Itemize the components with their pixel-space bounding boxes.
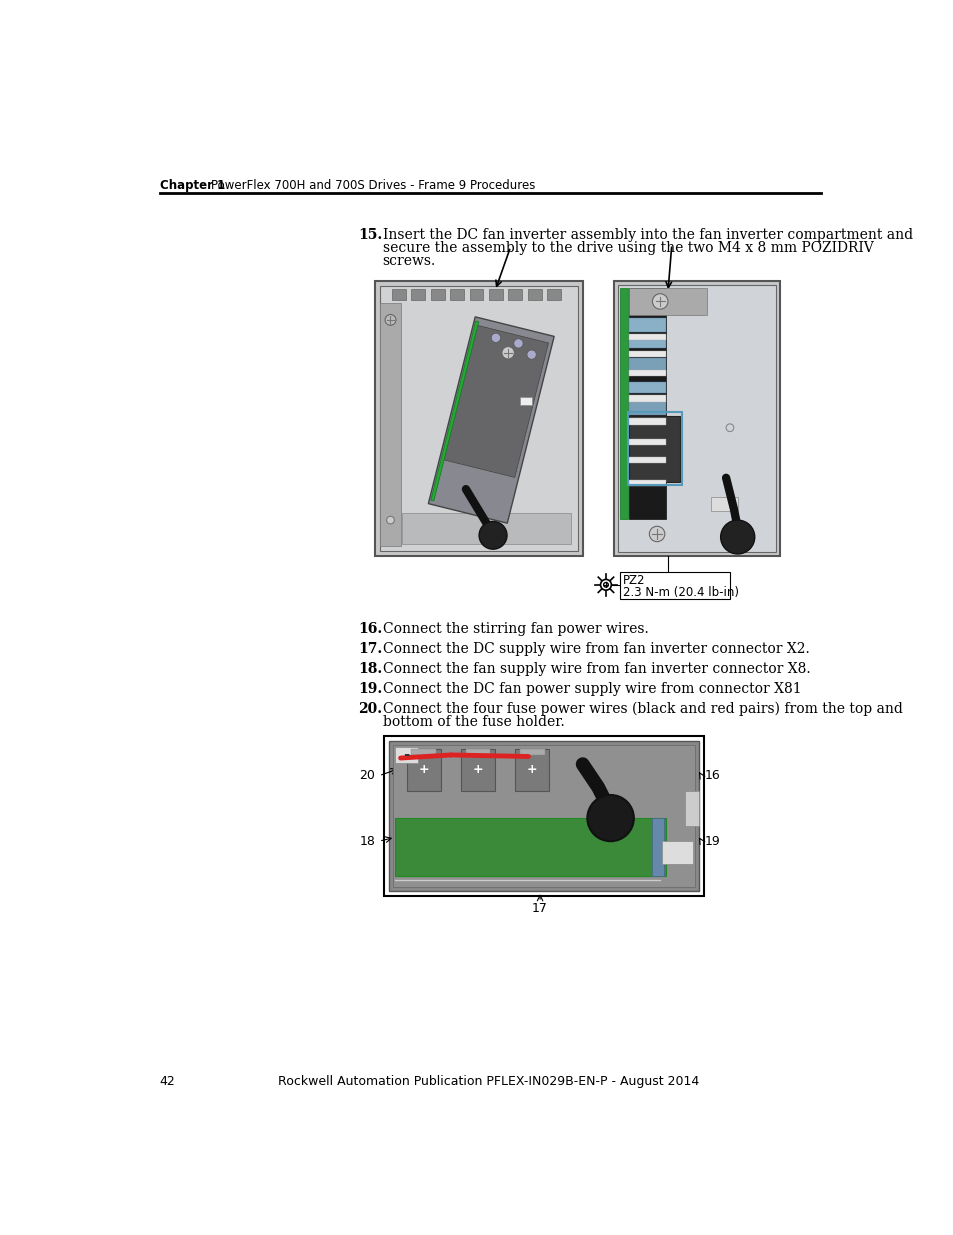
Text: 19.: 19. xyxy=(357,682,382,695)
Bar xyxy=(619,288,627,520)
Text: 17.: 17. xyxy=(357,642,382,656)
Circle shape xyxy=(501,347,514,359)
Bar xyxy=(661,841,692,864)
Bar xyxy=(613,282,780,556)
Bar xyxy=(488,289,502,300)
Bar xyxy=(629,395,666,401)
Circle shape xyxy=(386,516,394,524)
Text: 16: 16 xyxy=(704,769,720,782)
Text: +: + xyxy=(473,763,483,776)
Text: 42: 42 xyxy=(159,1074,175,1088)
Text: screws.: screws. xyxy=(382,253,436,268)
Bar xyxy=(629,288,666,520)
Bar xyxy=(460,748,495,792)
Bar xyxy=(684,792,699,826)
Circle shape xyxy=(526,350,536,359)
Bar xyxy=(406,748,440,792)
Text: Connect the DC supply wire from fan inverter connector X2.: Connect the DC supply wire from fan inve… xyxy=(382,642,809,656)
Circle shape xyxy=(599,579,611,590)
Bar xyxy=(465,748,490,755)
Text: ⊕: ⊕ xyxy=(719,526,732,541)
Bar xyxy=(629,457,666,463)
Bar xyxy=(395,747,418,763)
Text: 18: 18 xyxy=(359,835,375,847)
Circle shape xyxy=(385,315,395,325)
Bar xyxy=(519,748,544,755)
Bar xyxy=(375,282,582,556)
Polygon shape xyxy=(443,325,548,478)
Text: +: + xyxy=(526,763,537,776)
Bar xyxy=(629,358,666,374)
Bar xyxy=(629,340,666,348)
Circle shape xyxy=(725,424,733,431)
Circle shape xyxy=(652,294,667,309)
Bar xyxy=(629,440,666,446)
Bar xyxy=(450,289,464,300)
Bar xyxy=(469,289,483,300)
Bar xyxy=(392,289,406,300)
Polygon shape xyxy=(431,321,478,501)
Text: -: - xyxy=(403,747,410,762)
Bar xyxy=(629,401,666,415)
Bar xyxy=(710,496,737,511)
Circle shape xyxy=(649,526,664,542)
Text: Chapter 1: Chapter 1 xyxy=(159,179,225,191)
Bar xyxy=(629,319,666,332)
Text: 19: 19 xyxy=(704,835,720,847)
Text: secure the assembly to the drive using the two M4 x 8 mm POZIDRIV: secure the assembly to the drive using t… xyxy=(382,241,873,254)
Circle shape xyxy=(514,338,522,348)
Text: PZ2: PZ2 xyxy=(622,574,645,587)
Text: Connect the DC fan power supply wire from connector X81: Connect the DC fan power supply wire fro… xyxy=(382,682,801,695)
Circle shape xyxy=(478,521,506,550)
Bar xyxy=(395,818,666,876)
Bar xyxy=(411,748,436,755)
Bar xyxy=(629,351,666,357)
Text: Connect the four fuse power wires (black and red pairs) from the top and: Connect the four fuse power wires (black… xyxy=(382,701,902,716)
Bar xyxy=(379,303,401,546)
Bar xyxy=(389,741,699,892)
Bar xyxy=(515,748,549,792)
Bar xyxy=(527,289,541,300)
Bar xyxy=(627,412,681,485)
Bar xyxy=(379,287,578,551)
Bar xyxy=(393,745,695,888)
Bar xyxy=(431,289,444,300)
Bar xyxy=(519,396,532,405)
Bar xyxy=(629,382,666,393)
Bar xyxy=(617,285,776,552)
Text: Insert the DC fan inverter assembly into the fan inverter compartment and: Insert the DC fan inverter assembly into… xyxy=(382,227,912,242)
Bar xyxy=(629,370,666,377)
Text: 2.3 N-m (20.4 lb-in): 2.3 N-m (20.4 lb-in) xyxy=(622,585,739,599)
Polygon shape xyxy=(428,317,554,524)
Bar xyxy=(546,289,560,300)
Circle shape xyxy=(720,520,754,555)
Circle shape xyxy=(587,795,633,841)
Bar xyxy=(629,416,679,482)
Bar xyxy=(629,480,666,487)
Bar xyxy=(629,288,706,315)
Text: Connect the fan supply wire from fan inverter connector X8.: Connect the fan supply wire from fan inv… xyxy=(382,662,809,676)
Text: 15.: 15. xyxy=(357,227,382,242)
Bar xyxy=(629,419,666,425)
Text: II: II xyxy=(738,529,743,538)
Text: bottom of the fuse holder.: bottom of the fuse holder. xyxy=(382,715,564,729)
Text: Connect the stirring fan power wires.: Connect the stirring fan power wires. xyxy=(382,621,648,636)
Text: 18.: 18. xyxy=(357,662,382,676)
Bar xyxy=(629,333,666,340)
Bar xyxy=(411,289,425,300)
Text: Rockwell Automation Publication PFLEX-IN029B-EN-P - August 2014: Rockwell Automation Publication PFLEX-IN… xyxy=(278,1074,699,1088)
Text: 20: 20 xyxy=(359,769,375,782)
Text: +: + xyxy=(418,763,429,776)
Text: PowerFlex 700H and 700S Drives - Frame 9 Procedures: PowerFlex 700H and 700S Drives - Frame 9… xyxy=(211,179,535,191)
Bar xyxy=(402,514,571,543)
Text: 17: 17 xyxy=(532,902,547,915)
Circle shape xyxy=(491,333,500,342)
Bar xyxy=(508,289,521,300)
Bar xyxy=(384,736,703,895)
Bar xyxy=(619,573,729,599)
Bar xyxy=(652,818,663,876)
Text: 16.: 16. xyxy=(357,621,382,636)
Text: 20.: 20. xyxy=(357,701,381,716)
